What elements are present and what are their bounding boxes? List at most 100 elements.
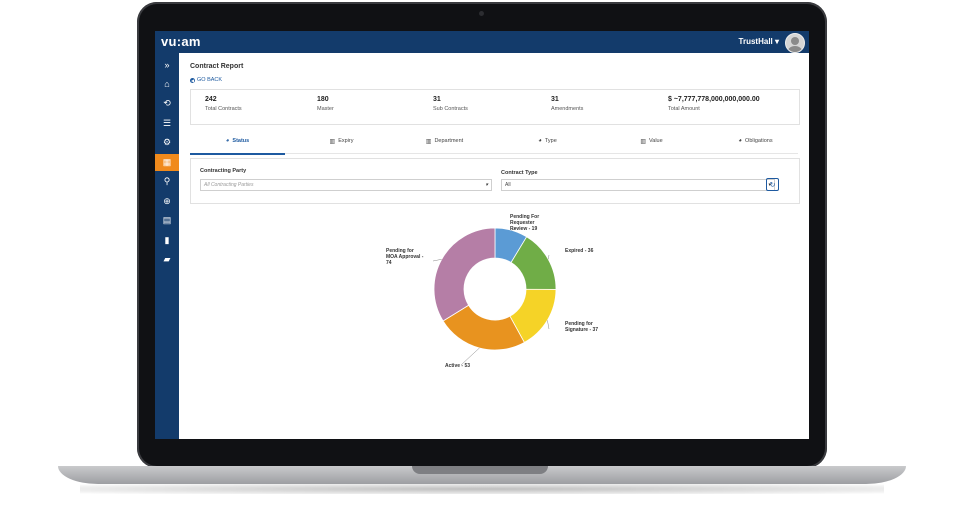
contracting-party-placeholder: All Contracting Parties [204,182,254,188]
slice-label-line: Active - 53 [445,363,470,369]
sidebar: » ⌂ ⟲ ☰ ⚙ ▦ ⚲ ⊕ ▤ ▮ ▰ [155,53,179,439]
slice-leader-line [511,227,518,231]
list-icon: ☰ [162,117,172,128]
camera-icon [479,11,484,16]
stat-sub-contracts: 31 Sub Contracts [433,96,468,112]
filter-panel: Contracting Party All Contracting Partie… [190,158,800,204]
top-bar: vu:am TrustHall ▾ [155,31,809,53]
tab-department[interactable]: ▥ Department [397,129,492,153]
tab-label: Obligations [745,138,773,144]
pie-chart-icon: ◕ [225,138,230,144]
stat-master: 180 Master [317,96,334,112]
stat-label: Total Amount [668,106,700,112]
sidebar-item-list[interactable]: ☰ [155,115,179,132]
slice-label: Expired - 36 [565,248,594,254]
back-arrow-icon: ◀ [190,77,195,83]
stat-label: Master [317,106,334,112]
contracting-party-select[interactable]: All Contracting Parties ▾ [200,179,492,191]
slice-label-line: Pending for [565,321,593,327]
slice-leader-line [548,254,550,260]
sidebar-item-document[interactable]: ▮ [155,232,179,249]
sidebar-item-settings[interactable]: ⚙ [155,134,179,151]
chevron-down-icon: ▾ [768,182,771,188]
pie-chart-icon: ◕ [538,138,542,144]
slice-leader-line [460,347,480,366]
tab-obligations[interactable]: ◕ Obligations [708,129,803,153]
tab-label: Expiry [338,138,354,144]
settings-icon: ⚙ [162,137,172,147]
slice-label: Pending For Requester Review - 19 [510,214,539,232]
go-back-link[interactable]: ◀ GO BACK [190,77,222,83]
main-content: Contract Report ◀ GO BACK 242 Total Cont… [179,53,809,439]
stat-label: Sub Contracts [433,106,468,112]
slice-label: Active - 53 [445,363,470,369]
slice-label-line: 74 [386,260,392,266]
slice-label-line: Expired - 36 [565,248,594,254]
bar-chart-icon: ▥ [640,138,646,145]
stat-value: 31 [551,96,559,103]
status-donut-chart: Pending For Requester Review - 19 Expired -… [386,214,598,369]
sidebar-item-search[interactable]: ⚲ [155,173,179,190]
sidebar-item-home[interactable]: ⌂ [155,76,179,93]
stat-value: $ ~7,777,778,000,000,000.00 [668,96,760,103]
app-screen: vu:am TrustHall ▾ » ⌂ ⟲ ☰ ⚙ ▦ ⚲ ⊕ ▤ ▮ ▰ Contract R… [155,31,809,439]
tab-status[interactable]: ◕ Status [190,129,285,155]
stat-value: 180 [317,96,329,103]
sidebar-item-handshake[interactable]: ⟲ [155,95,179,112]
laptop-notch [412,466,548,474]
donut-slice-4[interactable] [433,227,496,322]
sidebar-item-add[interactable]: ⊕ [155,193,179,210]
slice-label-line: Pending For [510,214,539,220]
stat-amendments: 31 Amendments [551,96,583,112]
search-icon: ⚲ [163,176,171,186]
slice-label: Pending for MOA Approval -74 [386,248,424,266]
refresh-button[interactable]: ↻ [766,178,779,191]
slice-label-line: Requester [510,220,535,226]
tab-type[interactable]: ◕ Type [500,129,595,153]
sidebar-item-expand[interactable]: » [155,56,179,73]
slice-label: Pending for Signature - 37 [565,321,598,333]
home-icon: ⌂ [164,79,170,89]
page-title: Contract Report [190,63,244,70]
tab-label: Value [649,138,663,144]
tab-label: Department [434,138,464,144]
add-icon: ⊕ [163,195,171,206]
slice-label-line: Pending for [386,248,414,254]
sidebar-item-folder[interactable]: ▰ [155,251,179,268]
slice-label-line: Review - 19 [510,226,537,232]
user-menu[interactable]: TrustHall ▾ [738,37,779,46]
expand-icon: » [164,59,170,70]
bar-chart-icon: ▥ [329,138,336,145]
sidebar-item-reports[interactable]: ▦ [155,153,179,171]
folder-icon: ▰ [163,254,171,264]
tab-expiry[interactable]: ▥ Expiry [294,129,389,153]
avatar[interactable] [785,33,805,53]
chevron-down-icon: ▾ [485,182,488,188]
handshake-icon: ⟲ [163,98,171,108]
tab-label: Type [544,138,557,144]
stat-total-amount: $ ~7,777,778,000,000,000.00 Total Amount [668,96,760,112]
stats-panel: 242 Total Contracts 180 Master 31 Sub Co… [190,89,800,125]
stat-value: 242 [205,96,217,103]
table-icon: ▤ [162,215,172,225]
stat-value: 31 [433,96,441,103]
app-logo[interactable]: vu:am [161,34,201,49]
reports-icon: ▦ [162,156,172,167]
report-tabs: ◕ Status ▥ Expiry ▥ Department ◕ Type ▥ … [190,129,798,155]
document-icon: ▮ [164,234,170,245]
contract-type-select[interactable]: All ▾ [501,179,775,191]
go-back-label: GO BACK [197,77,223,83]
slice-leader-line [432,259,442,262]
stat-total-contracts: 242 Total Contracts [205,96,242,112]
refresh-icon: ↻ [769,181,776,189]
contract-type-label: Contract Type [501,170,538,176]
slice-label-line: MOA Approval - [386,254,424,260]
stat-label: Amendments [551,106,584,112]
stat-label: Total Contracts [205,106,242,112]
tab-label: Status [232,138,250,144]
sidebar-item-table[interactable]: ▤ [155,212,179,229]
tab-value[interactable]: ▥ Value [604,129,699,153]
bar-chart-icon: ▥ [425,138,432,145]
slice-leader-line [547,320,550,330]
laptop-base [58,466,906,484]
